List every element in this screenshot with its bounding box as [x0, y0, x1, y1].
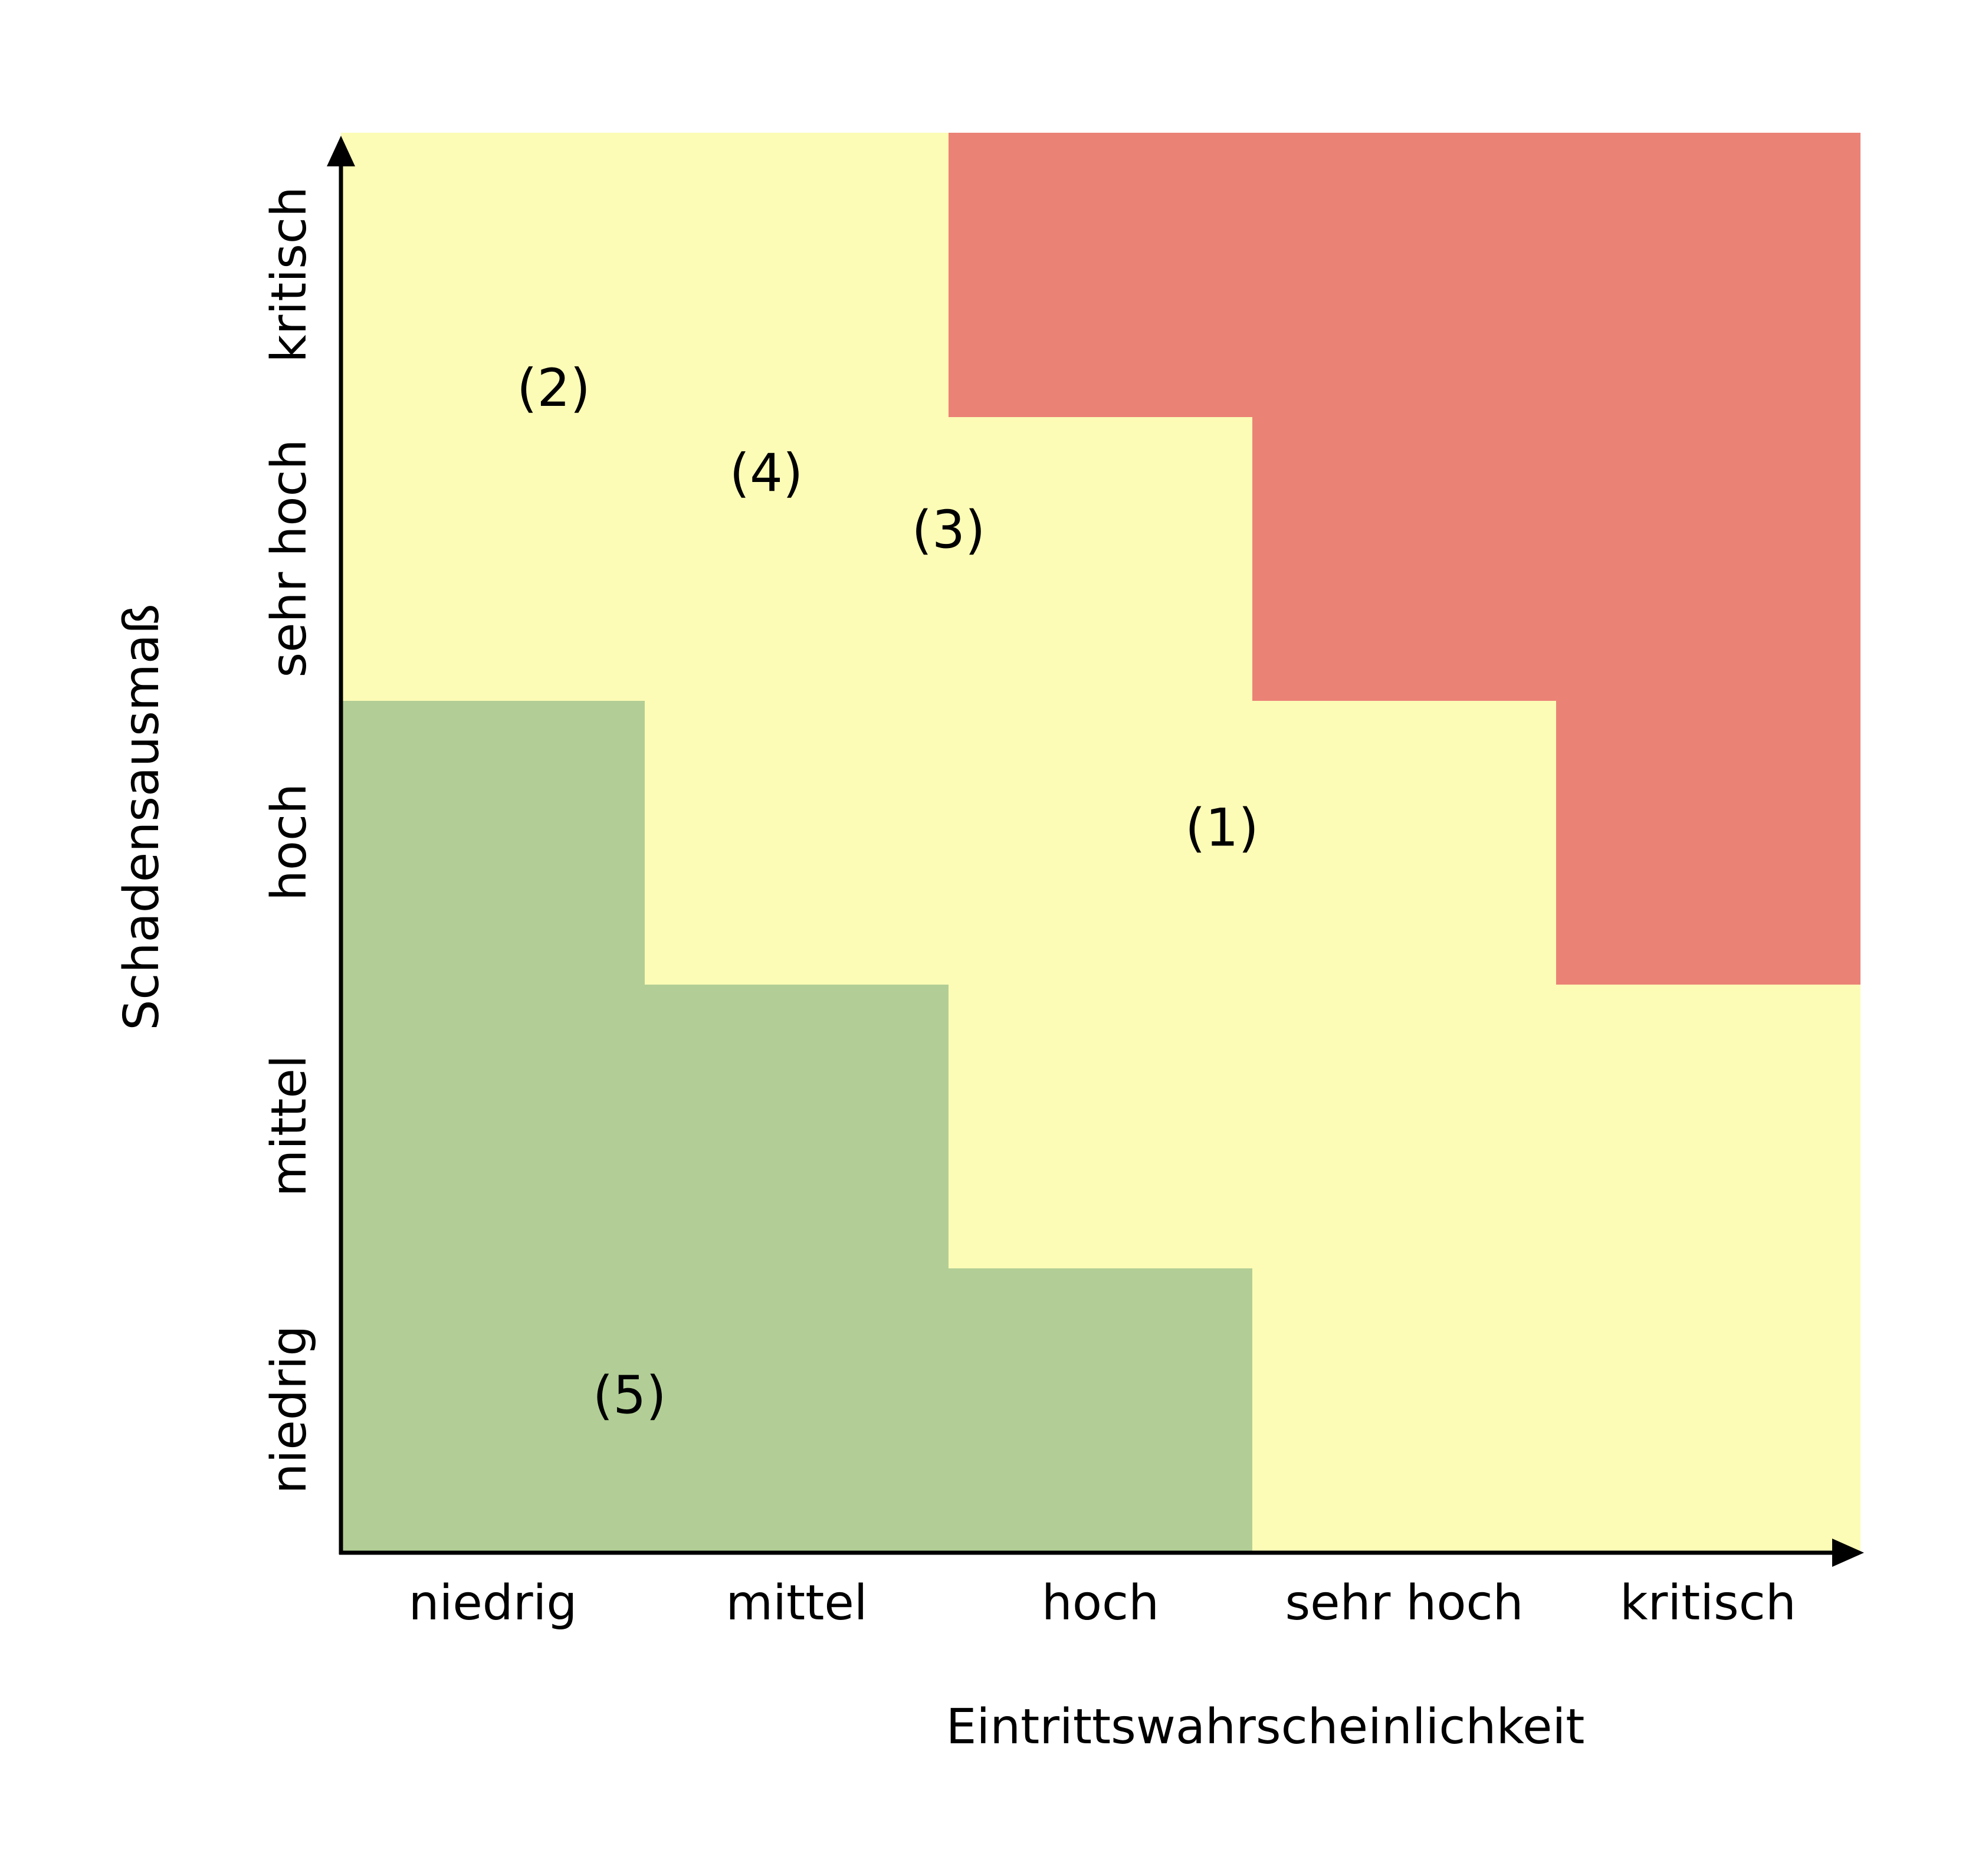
risk-marker-label: (1): [1185, 797, 1259, 858]
matrix-cell: [341, 1268, 645, 1552]
matrix-cell: [645, 133, 949, 417]
y-tick-label: mittel: [261, 1055, 317, 1196]
x-axis-title: Eintrittswahrscheinlichkeit: [946, 1699, 1585, 1755]
matrix-cell: [645, 984, 949, 1268]
risk-markers: (1) (2) (3) (4) (5): [517, 358, 1259, 1426]
matrix-cell: [645, 1268, 949, 1552]
matrix-cell: [341, 133, 645, 417]
matrix-cell: [1252, 984, 1557, 1268]
y-tick-label: kritisch: [261, 186, 317, 363]
matrix-cell: [949, 133, 1253, 417]
y-tick-label: niedrig: [261, 1326, 317, 1494]
matrix-cell: [949, 984, 1253, 1268]
y-axis-title: Schadensausmaß: [114, 604, 170, 1030]
x-tick-label: kritisch: [1620, 1575, 1796, 1631]
matrix-cell: [341, 700, 645, 985]
matrix-cell: [949, 416, 1253, 701]
matrix-cell: [1252, 416, 1557, 701]
y-tick-label: sehr hoch: [261, 439, 317, 677]
y-tick-label: hoch: [261, 783, 317, 901]
matrix-cell: [1252, 700, 1557, 985]
matrix-cell: [1556, 984, 1860, 1268]
matrix-cell: [645, 416, 949, 701]
matrix-cell: [1556, 700, 1860, 985]
risk-marker-label: (2): [517, 358, 590, 418]
matrix-cell: [341, 416, 645, 701]
x-tick-label: niedrig: [409, 1575, 577, 1631]
matrix-cell: [1556, 416, 1860, 701]
matrix-cell: [341, 984, 645, 1268]
matrix-cell: [1252, 133, 1557, 417]
x-tick-label: hoch: [1042, 1575, 1159, 1631]
x-tick-label: sehr hoch: [1285, 1575, 1523, 1631]
axes: [327, 136, 1864, 1567]
matrix-cells: [341, 133, 1860, 1552]
matrix-cell: [1556, 1268, 1860, 1552]
risk-marker-label: (4): [730, 442, 803, 503]
tick-labels: niedrig mittel hoch sehr hoch kritisch niedri…: [261, 186, 1796, 1631]
matrix-cell: [645, 700, 949, 985]
x-axis-arrowhead: [1832, 1539, 1864, 1567]
matrix-cell: [949, 700, 1253, 985]
matrix-cell: [1252, 1268, 1557, 1552]
matrix-cell: [1556, 133, 1860, 417]
risk-marker-label: (3): [912, 499, 986, 560]
risk-marker-label: (5): [593, 1365, 667, 1425]
y-axis-arrowhead: [327, 136, 355, 166]
matrix-cell: [949, 1268, 1253, 1552]
x-tick-label: mittel: [726, 1575, 867, 1631]
